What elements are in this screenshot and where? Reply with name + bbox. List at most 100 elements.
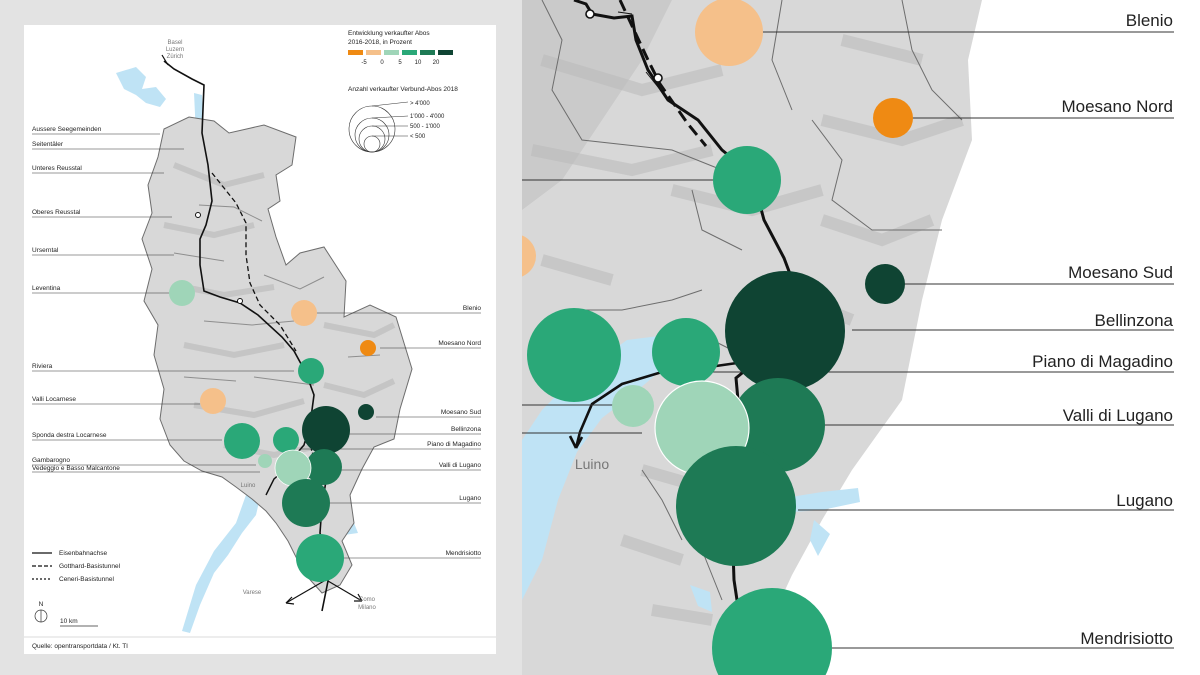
label-seitentaeler: Seitentäler [32,141,64,148]
detail-bubble-piano-di-magadino[interactable] [652,318,720,386]
legend-lines: Eisenbahnachse Gotthard-Basistunnel Cene… [32,550,121,583]
scale-label: 10 km [60,618,78,625]
label-oberes-reusstal: Oberes Reusstal [32,209,81,216]
detail-lake-maggiore [522,335,672,600]
label-aussere-seegemeinden: Aussere Seegemeinden [32,126,102,133]
detail-bubble-lugano[interactable] [676,446,796,566]
bubble-mendrisiotto[interactable] [296,534,344,582]
arrow-varese [285,580,325,604]
detail-label-lugano: Lugano [1116,491,1173,510]
source-note: Quelle: opentransportdata / Kt. TI [32,643,128,650]
detail-bubble-blenio[interactable] [695,0,763,66]
detail-map-panel: Luino Blenio Moesano Nord Moesano Sud Be… [522,0,1200,675]
city-zurich: Zürich [167,54,184,60]
city-luino: Luino [241,483,256,489]
detail-label-moesano-nord: Moesano Nord [1061,97,1173,116]
detail-bubble-gambarogno[interactable] [612,385,654,427]
bubble-valli-di-lugano[interactable] [306,449,342,485]
label-lugano: Lugano [459,495,481,502]
arrow-como [327,580,363,602]
bubble-moesano-sud[interactable] [358,404,374,420]
detail-station-marker [653,73,663,83]
legend-size-class: < 500 [410,134,426,140]
legend-size-title: Anzahl verkaufter Verbund-Abos 2018 [348,86,458,93]
detail-station-marker [585,9,595,19]
legend-tick: 20 [433,60,440,66]
detail-bubble-moesano-nord[interactable] [873,98,913,138]
bubble-blenio[interactable] [291,300,317,326]
detail-bubble-riviera[interactable] [713,146,781,214]
legend-line-ceneri: Ceneri-Basistunnel [59,576,114,583]
detail-bubble-mendrisiotto[interactable] [712,588,832,675]
city-basel: Basel [167,40,182,46]
gotthard-tunnel-line [211,172,297,352]
overview-map: Basel Luzern Zürich Luino Varese Como Mi… [24,30,496,650]
city-varese: Varese [243,590,262,596]
bubble-lugano[interactable] [282,479,330,527]
label-bellinzona: Bellinzona [451,426,481,433]
label-valli-locarnese: Valli Locarnese [32,396,76,403]
detail-gotthard-tunnel [618,0,708,147]
label-gambarogno: Gambarogno [32,457,70,464]
detail-map: Luino Blenio Moesano Nord Moesano Sud Be… [522,0,1200,675]
detail-bubble-bellinzona[interactable] [725,271,845,391]
city-luzern: Luzern [166,47,184,53]
bubble-valli-locarnese[interactable] [200,388,226,414]
legend-tick: 5 [398,60,402,66]
legend-tick: -5 [361,60,367,66]
region-labels-left: Aussere Seegemeinden Seitentäler Unteres… [32,126,481,557]
bubble-leventina[interactable] [169,280,195,306]
legend-swatch [348,50,363,55]
station-marker [195,212,201,218]
relief-shading [163,162,396,459]
legend-size-class: 1'000 - 4'000 [410,114,445,120]
station-marker [237,298,243,304]
label-urserntal: Urserntal [32,247,59,254]
detail-arrowhead-luino [568,435,584,449]
detail-label-moesano-sud: Moesano Sud [1068,263,1173,282]
detail-city-luino: Luino [575,456,609,472]
detail-leader-lines [522,31,1174,649]
legend-size: Anzahl verkaufter Verbund-Abos 2018 > 4'… [348,86,458,153]
label-mendrisiotto: Mendrisiotto [446,550,482,557]
label-moesano-sud: Moesano Sud [441,409,481,416]
legend-size-class: > 4'000 [410,101,430,107]
north-label: N [39,601,44,608]
detail-region-labels: Blenio Moesano Nord Moesano Sud Bellinzo… [1032,11,1173,648]
bubble-riviera[interactable] [298,358,324,384]
legend-line-gotthard: Gotthard-Basistunnel [59,563,121,570]
label-valli-di-lugano: Valli di Lugano [439,462,482,469]
legend-swatch [402,50,417,55]
detail-bubble-valli-di-lugano[interactable] [731,378,825,472]
legend-line-railway: Eisenbahnachse [59,550,107,557]
legend-swatch [420,50,435,55]
scale-bar: 10 km [60,618,98,627]
legend-tick: 10 [415,60,422,66]
label-piano-di-magadino: Piano di Magadino [427,441,481,448]
lake-lucerne [116,67,166,107]
city-milano: Milano [358,605,376,611]
arrowhead-como [354,593,363,602]
arrow-north [161,54,169,66]
detail-bubble-sponda-destra-locarnese[interactable] [527,308,621,402]
detail-lake-lugano [690,420,860,612]
city-como: Como [359,597,376,603]
arrowhead-varese [285,596,295,605]
district-borders [173,204,381,478]
detail-label-piano-di-magadino: Piano di Magadino [1032,352,1173,371]
bubble-piano-di-magadino[interactable] [273,427,299,453]
detail-bubble-moesano-sud[interactable] [865,264,905,304]
legend-tick: 0 [380,60,384,66]
overview-map-panel: Basel Luzern Zürich Luino Varese Como Mi… [24,25,496,654]
legend-size-class: 500 - 1'000 [410,124,440,130]
north-arrow: N [34,601,48,623]
bubble-sponda-destra-locarnese[interactable] [224,423,260,459]
bubble-bellinzona[interactable] [302,406,350,454]
detail-bubble-valli-locarnese[interactable] [522,234,536,278]
bubble-moesano-nord[interactable] [360,340,376,356]
label-moesano-nord: Moesano Nord [438,340,481,347]
legend-swatch [384,50,399,55]
bubble-gambarogno[interactable] [258,454,272,468]
label-unteres-reusstal: Unteres Reusstal [32,165,82,172]
detail-label-bellinzona: Bellinzona [1095,311,1174,330]
